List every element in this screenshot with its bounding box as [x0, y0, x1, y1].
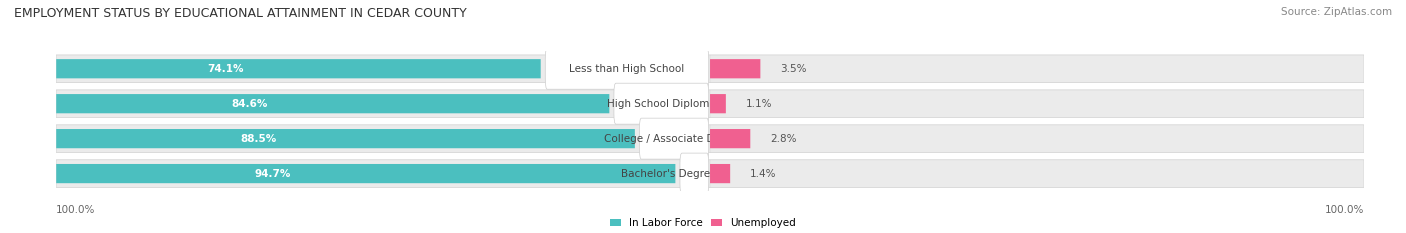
FancyBboxPatch shape: [710, 59, 761, 78]
Legend: In Labor Force, Unemployed: In Labor Force, Unemployed: [610, 218, 796, 228]
FancyBboxPatch shape: [710, 94, 725, 113]
Text: 100.0%: 100.0%: [1324, 205, 1364, 215]
Text: 1.1%: 1.1%: [745, 99, 772, 109]
Text: 88.5%: 88.5%: [240, 134, 277, 144]
FancyBboxPatch shape: [546, 48, 709, 89]
FancyBboxPatch shape: [56, 55, 710, 82]
FancyBboxPatch shape: [56, 164, 675, 183]
FancyBboxPatch shape: [56, 125, 710, 152]
Text: 94.7%: 94.7%: [254, 169, 291, 178]
Text: 2.8%: 2.8%: [770, 134, 796, 144]
FancyBboxPatch shape: [56, 129, 636, 148]
FancyBboxPatch shape: [681, 153, 709, 194]
FancyBboxPatch shape: [710, 125, 1364, 152]
Text: Less than High School: Less than High School: [569, 64, 685, 74]
Text: 3.5%: 3.5%: [780, 64, 807, 74]
FancyBboxPatch shape: [710, 129, 751, 148]
Text: Source: ZipAtlas.com: Source: ZipAtlas.com: [1281, 7, 1392, 17]
Text: Bachelor's Degree or higher: Bachelor's Degree or higher: [621, 169, 768, 178]
Text: College / Associate Degree: College / Associate Degree: [605, 134, 744, 144]
FancyBboxPatch shape: [710, 160, 1364, 187]
FancyBboxPatch shape: [710, 164, 730, 183]
Text: 84.6%: 84.6%: [232, 99, 269, 109]
FancyBboxPatch shape: [614, 83, 709, 124]
Text: EMPLOYMENT STATUS BY EDUCATIONAL ATTAINMENT IN CEDAR COUNTY: EMPLOYMENT STATUS BY EDUCATIONAL ATTAINM…: [14, 7, 467, 20]
Text: 100.0%: 100.0%: [56, 205, 96, 215]
Text: 1.4%: 1.4%: [749, 169, 776, 178]
Text: High School Diploma: High School Diploma: [607, 99, 716, 109]
FancyBboxPatch shape: [710, 55, 1364, 82]
FancyBboxPatch shape: [640, 118, 709, 159]
FancyBboxPatch shape: [710, 90, 1364, 117]
FancyBboxPatch shape: [56, 160, 710, 187]
Text: 74.1%: 74.1%: [208, 64, 245, 74]
FancyBboxPatch shape: [56, 94, 609, 113]
FancyBboxPatch shape: [56, 90, 710, 117]
FancyBboxPatch shape: [56, 59, 541, 78]
